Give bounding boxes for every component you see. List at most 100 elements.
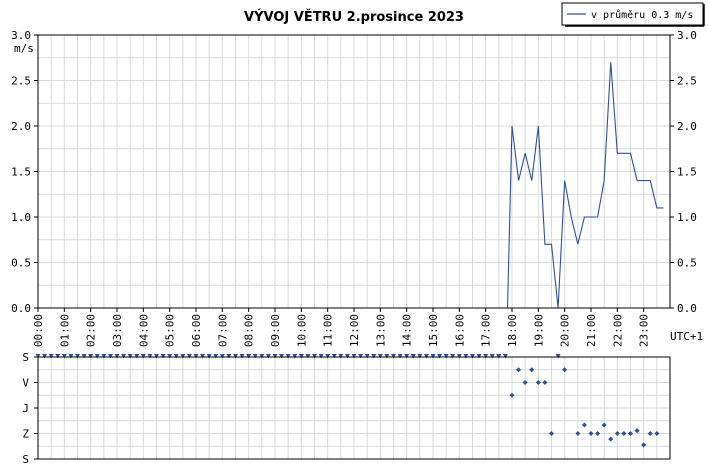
x-tick-label: 23:00 <box>638 314 651 347</box>
direction-marker <box>654 431 660 436</box>
direction-plot-frame <box>37 356 671 460</box>
legend-label: v průměru 0.3 m/s <box>591 9 693 21</box>
calm-marker <box>285 354 291 359</box>
calm-marker <box>496 354 502 359</box>
calm-marker <box>371 354 377 359</box>
direction-marker <box>529 367 535 373</box>
calm-marker <box>344 354 350 359</box>
calm-marker <box>318 354 324 359</box>
x-axis-ticks: 00:00 01:00 02:00 03:00 04:00 05:00 06:00 07:00… <box>32 308 651 347</box>
calm-marker <box>42 354 48 359</box>
x-tick-label: 04:00 <box>137 314 150 347</box>
x-tick-label: 21:00 <box>585 314 598 347</box>
calm-marker <box>265 354 271 359</box>
calm-marker <box>325 354 331 359</box>
calm-marker <box>173 354 179 359</box>
y-tick-label-left: 1.0 <box>11 211 31 224</box>
calm-marker <box>364 354 370 359</box>
direction-marker <box>562 367 568 373</box>
x-tick-label: 09:00 <box>269 314 282 347</box>
x-tick-label: 13:00 <box>374 314 387 347</box>
direction-marker <box>628 431 633 436</box>
calm-marker <box>305 354 311 359</box>
calm-marker <box>450 354 456 359</box>
y-tick-label-right: 0.0 <box>677 302 697 315</box>
calm-marker <box>252 354 258 359</box>
calm-marker <box>272 354 278 359</box>
calm-marker <box>312 354 317 359</box>
x-tick-label: 17:00 <box>480 314 493 347</box>
speed-axes: 0.0 0.0 0.5 0.5 1.0 1.0 1.5 1.5 2.0 2.0 2.5 2.5 3.0 3… <box>11 29 697 315</box>
speed-line <box>38 62 664 309</box>
calm-marker <box>94 354 100 359</box>
direction-marker <box>588 431 594 436</box>
calm-marker <box>417 354 423 359</box>
calm-marker <box>391 354 396 359</box>
direction-marker <box>522 380 528 385</box>
calm-marker <box>443 354 449 359</box>
calm-marker <box>127 354 133 359</box>
x-tick-label: 10:00 <box>295 314 308 347</box>
x-tick-label: 19:00 <box>532 314 545 347</box>
calm-marker <box>351 354 357 359</box>
y-tick-label-right: 2.0 <box>677 120 697 133</box>
y-tick-label-right: 1.0 <box>677 211 697 224</box>
x-tick-label: 20:00 <box>559 314 572 347</box>
x-tick-label: 00:00 <box>32 314 45 347</box>
direction-marker <box>608 436 614 442</box>
direction-tick-label: V <box>22 377 29 390</box>
x-tick-label: 14:00 <box>401 314 414 347</box>
direction-marker <box>641 442 647 448</box>
x-tick-label: 12:00 <box>348 314 361 347</box>
calm-marker <box>259 354 265 359</box>
direction-marker <box>595 431 601 436</box>
x-tick-label: 18:00 <box>506 314 519 347</box>
direction-marker <box>634 428 640 434</box>
y-tick-label-left: 0.5 <box>11 257 31 270</box>
speed-grid <box>37 34 671 309</box>
calm-marker <box>134 354 140 359</box>
y-tick-label-right: 0.5 <box>677 257 697 270</box>
calm-marker <box>292 354 298 359</box>
timezone-label: UTC+1 <box>670 330 703 343</box>
calm-marker <box>193 354 199 359</box>
direction-series <box>35 354 660 448</box>
direction-grid <box>37 356 671 460</box>
direction-tick-label: J <box>22 402 29 415</box>
calm-marker <box>397 354 403 359</box>
calm-marker <box>213 354 219 359</box>
calm-marker <box>437 354 443 359</box>
y-tick-label-left: 3.0 <box>11 29 31 42</box>
calm-marker <box>377 354 383 359</box>
calm-marker <box>61 354 67 359</box>
calm-marker <box>298 354 304 359</box>
calm-marker <box>101 354 107 359</box>
calm-marker <box>147 354 153 359</box>
calm-marker <box>555 354 561 359</box>
direction-tick-label: S <box>22 453 29 466</box>
calm-marker <box>476 354 482 359</box>
calm-marker <box>470 354 475 359</box>
direction-marker <box>549 431 554 436</box>
y-tick-label-right: 2.5 <box>677 75 697 88</box>
speed-series <box>38 62 664 309</box>
x-tick-label: 15:00 <box>427 314 440 347</box>
x-tick-label: 06:00 <box>190 314 203 347</box>
calm-marker <box>219 354 225 359</box>
calm-marker <box>154 354 159 359</box>
calm-marker <box>338 354 344 359</box>
calm-marker <box>331 354 337 359</box>
y-tick-label-left: 1.5 <box>11 166 31 179</box>
direction-marker <box>575 431 581 436</box>
calm-marker <box>410 354 416 359</box>
calm-marker <box>502 354 508 359</box>
calm-marker <box>483 354 489 359</box>
direction-marker <box>542 380 548 385</box>
calm-marker <box>404 354 410 359</box>
calm-marker <box>489 354 495 359</box>
x-tick-label: 01:00 <box>58 314 71 347</box>
calm-marker <box>55 354 61 359</box>
calm-marker <box>186 354 192 359</box>
calm-marker <box>107 354 113 359</box>
